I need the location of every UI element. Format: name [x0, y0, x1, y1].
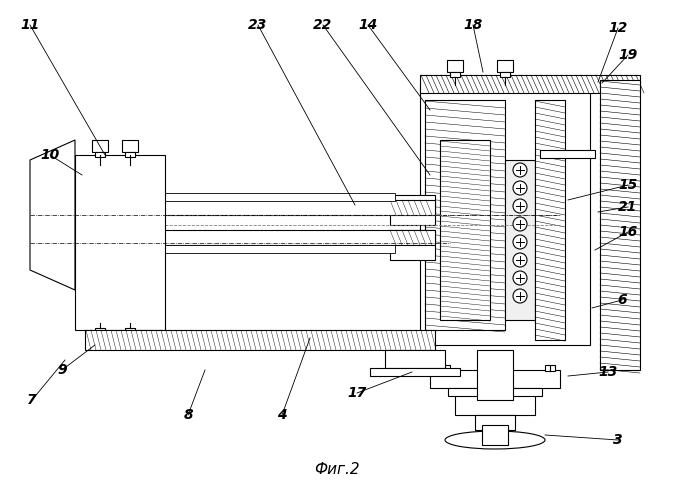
Bar — [455, 395, 535, 415]
Bar — [430, 370, 560, 388]
Bar — [600, 80, 640, 370]
Bar — [440, 365, 450, 371]
Text: 18: 18 — [464, 18, 483, 32]
Bar — [85, 200, 435, 215]
Text: Фиг.2: Фиг.2 — [314, 462, 360, 477]
Bar — [85, 330, 435, 350]
Bar — [92, 140, 108, 152]
Circle shape — [513, 271, 527, 285]
Text: 14: 14 — [359, 18, 377, 32]
Text: 11: 11 — [20, 18, 40, 32]
Bar — [122, 140, 138, 152]
Bar — [497, 60, 513, 72]
Bar — [122, 333, 138, 345]
Bar — [500, 72, 510, 77]
Bar — [450, 72, 460, 77]
Text: 12: 12 — [609, 21, 627, 35]
Text: 23: 23 — [249, 18, 268, 32]
Circle shape — [513, 181, 527, 195]
Bar — [370, 368, 460, 376]
Text: 7: 7 — [27, 393, 37, 407]
Circle shape — [513, 289, 527, 303]
Bar — [385, 350, 445, 368]
Circle shape — [513, 253, 527, 267]
Text: 3: 3 — [613, 433, 623, 447]
Bar — [85, 193, 395, 201]
Text: 19: 19 — [618, 48, 638, 62]
Text: 22: 22 — [313, 18, 333, 32]
Text: 16: 16 — [618, 225, 638, 239]
Bar — [75, 155, 165, 330]
Bar — [440, 140, 490, 320]
Text: 15: 15 — [618, 178, 638, 192]
Circle shape — [513, 163, 527, 177]
Text: 9: 9 — [57, 363, 67, 377]
Text: 8: 8 — [183, 408, 193, 422]
Text: 4: 4 — [277, 408, 287, 422]
Circle shape — [513, 217, 527, 231]
Bar — [420, 75, 640, 93]
Text: 6: 6 — [617, 293, 627, 307]
Bar — [447, 60, 463, 72]
Bar — [125, 328, 135, 333]
Text: 21: 21 — [618, 200, 638, 214]
Bar — [482, 425, 508, 445]
Circle shape — [513, 235, 527, 249]
Bar — [125, 152, 135, 157]
Circle shape — [513, 199, 527, 213]
Bar — [420, 85, 590, 345]
Bar — [95, 152, 105, 157]
Bar — [85, 245, 395, 253]
Bar — [545, 365, 555, 371]
Polygon shape — [30, 140, 75, 290]
Bar — [85, 230, 435, 245]
Bar — [477, 350, 513, 400]
Bar — [535, 100, 565, 340]
Bar — [425, 100, 505, 330]
Bar — [448, 388, 542, 396]
Bar — [505, 160, 535, 320]
Text: 10: 10 — [40, 148, 59, 162]
Text: 17: 17 — [347, 386, 367, 400]
Ellipse shape — [445, 431, 545, 449]
Bar — [540, 150, 595, 158]
Bar — [92, 333, 108, 345]
Text: 13: 13 — [599, 365, 617, 379]
Bar — [95, 328, 105, 333]
Bar — [390, 195, 435, 225]
Bar — [390, 230, 435, 260]
Bar — [475, 415, 515, 430]
